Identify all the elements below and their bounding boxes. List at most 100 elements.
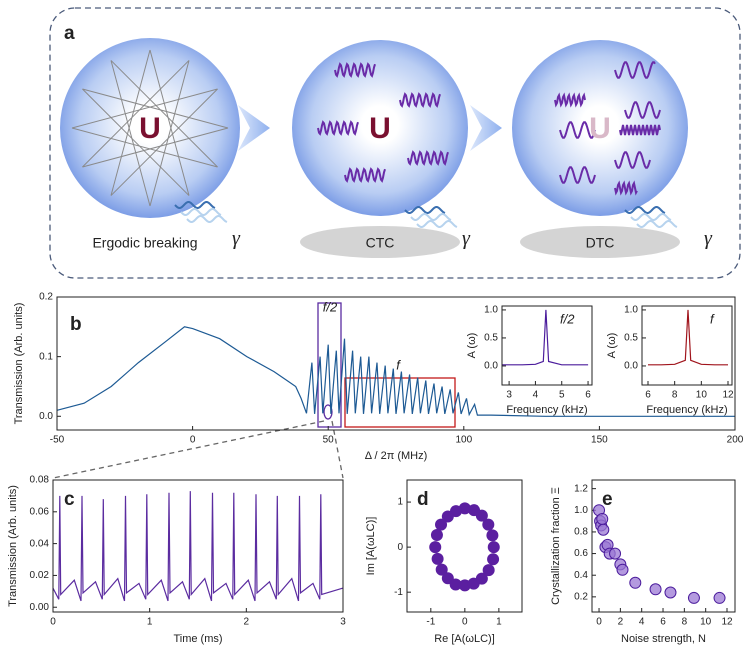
- star-line: [82, 88, 229, 129]
- x-tick-label: 6: [645, 390, 651, 401]
- waves: [174, 61, 678, 228]
- wave: [559, 121, 596, 139]
- axes-frame: [591, 479, 736, 613]
- decay-rate: γ: [462, 228, 471, 250]
- x-axis-label: Frequency (kHz): [646, 404, 727, 416]
- point: [441, 510, 454, 523]
- symbol: U: [369, 112, 391, 145]
- wave: [614, 61, 656, 79]
- star-line: [110, 88, 218, 196]
- y-axis-label: A (ω): [466, 333, 478, 359]
- wave: [407, 150, 449, 166]
- inset-bg: [502, 306, 592, 385]
- axes-frame: [641, 305, 733, 386]
- y-tick-label: 0.4: [574, 570, 588, 581]
- x-tick-label: -1: [426, 617, 435, 628]
- y-tick-label: -1: [394, 587, 403, 598]
- stage-label: DTC: [586, 235, 615, 251]
- point: [435, 518, 448, 531]
- stage-label: CTC: [366, 235, 395, 251]
- wave: [630, 213, 672, 221]
- arrow: [238, 105, 270, 151]
- y-tick-label: 0.00: [30, 602, 50, 613]
- star-line: [71, 127, 218, 168]
- point: [486, 529, 499, 542]
- point: [429, 541, 442, 554]
- decay-rate: γ: [232, 228, 241, 250]
- x-tick-label: 2: [618, 617, 624, 628]
- star-line: [149, 60, 190, 207]
- y-axis-label: Transmission (Arb. units): [13, 303, 25, 425]
- panel-label: b: [70, 314, 82, 335]
- wave: [614, 151, 651, 169]
- y-tick-label: 0.06: [30, 506, 50, 517]
- point: [482, 564, 495, 577]
- decay-rate: γ: [704, 228, 713, 250]
- x-tick-label: 3: [506, 390, 512, 401]
- wave: [180, 208, 222, 216]
- axes-frame: [52, 479, 344, 613]
- arrow: [470, 105, 502, 151]
- panel-label: d: [417, 489, 429, 510]
- y-tick-label: 0.0: [624, 361, 638, 372]
- y-tick-label: 0.0: [484, 361, 498, 372]
- star-line: [110, 60, 218, 168]
- sphere: [60, 38, 240, 218]
- axes-frame: [501, 305, 593, 386]
- y-tick-label: 0.5: [484, 333, 498, 344]
- x-tick-label: 0: [190, 435, 196, 446]
- y-axis-label: Crystallization fraction Ξ: [550, 487, 562, 605]
- point: [435, 563, 448, 576]
- x-tick-label: 0: [596, 617, 602, 628]
- panel-frame: [49, 7, 741, 279]
- point: [687, 591, 700, 604]
- x-axis-label: Δ / 2π (MHz): [365, 450, 428, 462]
- star-line: [71, 88, 218, 129]
- y-tick-label: 0.6: [574, 548, 588, 559]
- sphere: [512, 40, 688, 216]
- star-line: [110, 49, 151, 196]
- point: [629, 576, 642, 589]
- wave: [334, 62, 376, 78]
- y-axis-label: Im [A(ωLC)]: [365, 517, 377, 576]
- x-tick-label: 1: [496, 617, 502, 628]
- point: [431, 552, 444, 565]
- symbol: U: [589, 112, 611, 145]
- star-line: [82, 60, 190, 168]
- annotation: f: [396, 357, 401, 372]
- y-tick-label: 0: [397, 542, 403, 553]
- x-tick-label: 4: [639, 617, 645, 628]
- symbol: U: [139, 112, 161, 145]
- wave: [416, 220, 458, 228]
- x-tick-label: 2: [244, 617, 250, 628]
- x-tick-label: 50: [323, 435, 335, 446]
- x-tick-label: 12: [722, 390, 734, 401]
- annotation: f: [710, 311, 715, 326]
- annotation: f/2: [560, 311, 575, 326]
- panel-label: c: [64, 489, 75, 510]
- axes-frame: [406, 479, 523, 613]
- x-tick-label: 10: [696, 390, 708, 401]
- point: [609, 547, 622, 560]
- panel-label: a: [64, 23, 75, 44]
- point: [468, 504, 481, 517]
- series-line: [56, 326, 735, 417]
- y-tick-label: 1.0: [574, 505, 588, 516]
- shadow: [520, 226, 680, 258]
- star: [71, 49, 229, 207]
- axes-frame: [56, 296, 736, 431]
- wave: [344, 167, 386, 183]
- wave: [174, 201, 216, 209]
- y-tick-label: 1.0: [624, 305, 638, 316]
- point: [597, 523, 610, 536]
- point: [713, 591, 726, 604]
- x-tick-label: 0: [462, 617, 468, 628]
- x-tick-label: 1: [147, 617, 153, 628]
- wave: [186, 215, 228, 223]
- x-tick-label: 4: [533, 390, 539, 401]
- x-tick-label: 200: [727, 435, 744, 446]
- shadow: [300, 226, 460, 258]
- series-line: [52, 491, 344, 602]
- x-tick-label: 0: [50, 617, 56, 628]
